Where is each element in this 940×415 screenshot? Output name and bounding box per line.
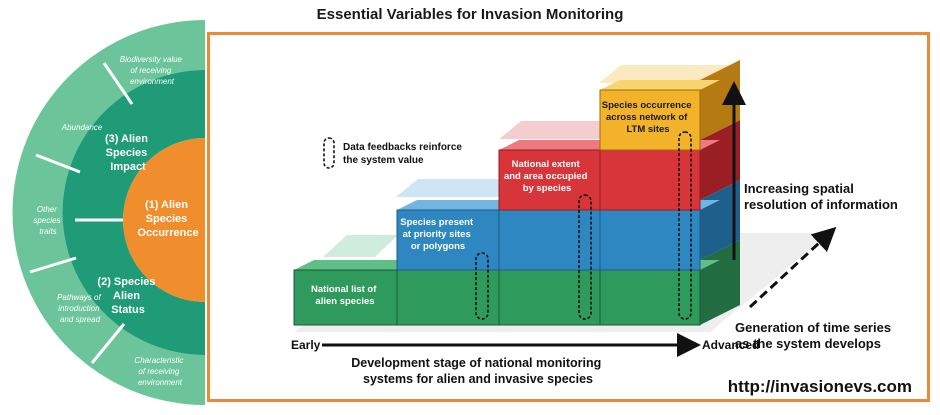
ltm-sites-label: Species occurrence across network of LTM… bbox=[602, 100, 694, 135]
other-traits-label: Other species traits bbox=[33, 205, 62, 236]
time-series-arrow bbox=[748, 226, 837, 309]
core-label: (1) Alien Species Occurrence bbox=[137, 199, 198, 239]
feedback-legend-text: Data feedbacks reinforce the system valu… bbox=[343, 142, 465, 166]
pathways-label: Pathways of introduction and spread bbox=[57, 293, 103, 324]
axis-caption: Development stage of national monitoring… bbox=[351, 356, 605, 386]
time-series-label: Generation of time series as the system … bbox=[735, 320, 895, 351]
feedback-loops bbox=[323, 131, 692, 320]
status-label: (2) Species Alien Status bbox=[97, 276, 158, 316]
outer-divider-1 bbox=[102, 62, 134, 105]
axis-advanced-label: Advanced bbox=[702, 338, 759, 352]
axis-early-label: Early bbox=[291, 338, 321, 352]
feedback-loop-3 bbox=[678, 131, 692, 320]
abundance-label: Abundance bbox=[61, 123, 103, 132]
box-priority-sites bbox=[396, 209, 500, 271]
outer-divider-2 bbox=[35, 153, 81, 174]
yellow-row bbox=[599, 80, 720, 151]
outer-divider-3 bbox=[29, 256, 77, 274]
box-national-list bbox=[293, 269, 398, 326]
blue-row bbox=[396, 200, 720, 271]
feedback-legend-icon bbox=[323, 137, 335, 169]
core-circle bbox=[123, 138, 205, 302]
essential-variables-ring-diagram: (1) Alien Species Occurrence (3) Alien S… bbox=[12, 20, 206, 405]
spatial-resolution-label: Increasing spatial resolution of informa… bbox=[744, 181, 898, 212]
impact-label: (3) Alien Species Impact bbox=[105, 133, 151, 173]
red-row bbox=[498, 140, 720, 211]
diagram-frame bbox=[207, 32, 930, 402]
national-extent-label: National extent and area occupied by spe… bbox=[504, 159, 590, 194]
ghost-faces bbox=[323, 65, 737, 257]
website-url[interactable]: http://invasionevs.com bbox=[727, 377, 912, 396]
box-ltm-sites bbox=[599, 89, 701, 151]
feedback-loop-2 bbox=[578, 194, 592, 320]
characteristic-label: Characteristic of receiving environment bbox=[134, 356, 185, 387]
staircase-diagram: National list of alien species Species p… bbox=[291, 60, 898, 386]
outer-divider-4 bbox=[90, 323, 126, 364]
priority-sites-label: Species present at priority sites or pol… bbox=[400, 217, 476, 252]
page-title: Essential Variables for Invasion Monitor… bbox=[316, 6, 624, 23]
outer-ring bbox=[12, 20, 206, 405]
feedback-loop-1 bbox=[475, 252, 489, 320]
biodiversity-value-label: Biodiversity value of receiving environm… bbox=[120, 55, 184, 86]
national-list-label: National list of alien species bbox=[311, 284, 379, 307]
box-national-extent bbox=[498, 149, 601, 211]
middle-ring bbox=[62, 70, 205, 355]
